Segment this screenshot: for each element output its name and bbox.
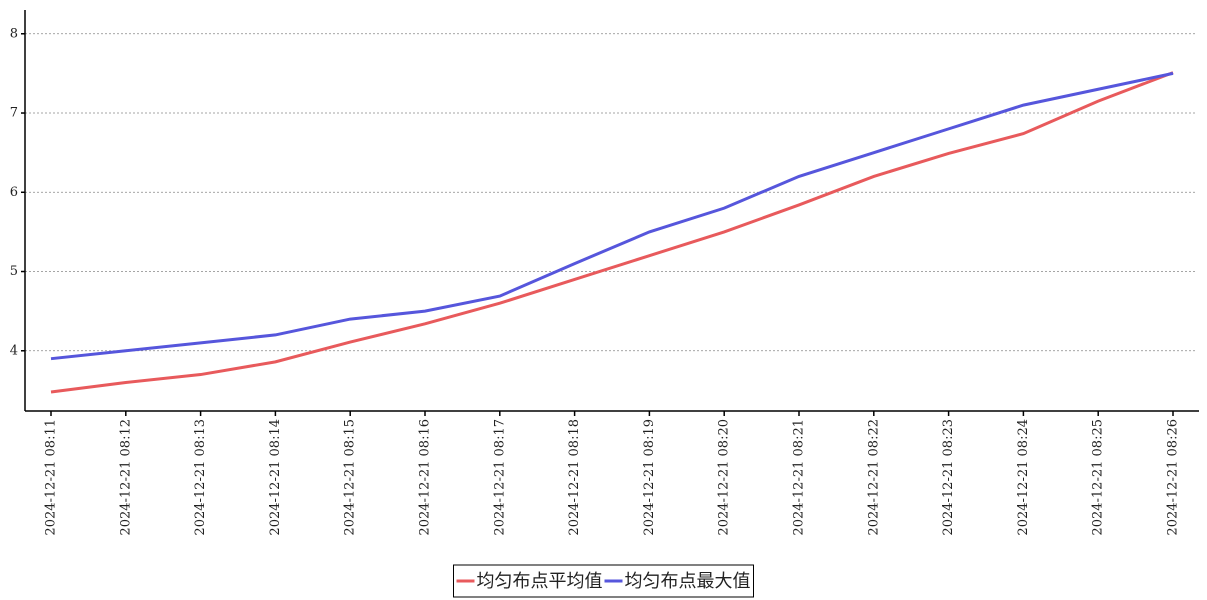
legend-box xyxy=(453,564,754,598)
y-tick-label: 6 xyxy=(10,185,18,200)
x-tick-label: 2024-12-21 08:16 xyxy=(418,419,433,536)
y-tick-label: 5 xyxy=(10,264,18,279)
series-line xyxy=(50,71,1174,361)
x-tick-label: 2024-12-21 08:11 xyxy=(44,419,59,536)
y-tick-label: 8 xyxy=(10,26,18,41)
legend-label: 均匀布点平均值 xyxy=(477,571,603,592)
series-line xyxy=(50,71,1174,394)
x-tick-label: 2024-12-21 08:21 xyxy=(792,419,807,536)
x-tick-label: 2024-12-21 08:22 xyxy=(866,419,881,536)
x-tick-label: 2024-12-21 08:19 xyxy=(642,419,657,536)
y-tick-label: 4 xyxy=(10,343,18,358)
x-tick-label: 2024-12-21 08:25 xyxy=(1091,419,1106,536)
x-tick-label: 2024-12-21 08:14 xyxy=(268,419,283,536)
legend: 均匀布点平均值 均匀布点最大值 xyxy=(453,564,754,598)
y-tick-label: 7 xyxy=(10,106,18,121)
x-tick-label: 2024-12-21 08:17 xyxy=(492,419,507,536)
x-tick-label: 2024-12-21 08:18 xyxy=(567,419,582,536)
x-tick-label: 2024-12-21 08:15 xyxy=(343,419,358,536)
x-tick-label: 2024-12-21 08:24 xyxy=(1016,419,1031,536)
x-tick-label: 2024-12-21 08:20 xyxy=(717,419,732,536)
x-tick-label: 2024-12-21 08:23 xyxy=(941,419,956,536)
legend-label: 均匀布点最大值 xyxy=(625,571,751,592)
x-tick-label: 2024-12-21 08:26 xyxy=(1166,419,1181,536)
x-tick-label: 2024-12-21 08:13 xyxy=(193,419,208,536)
x-tick-label: 2024-12-21 08:12 xyxy=(118,419,133,536)
